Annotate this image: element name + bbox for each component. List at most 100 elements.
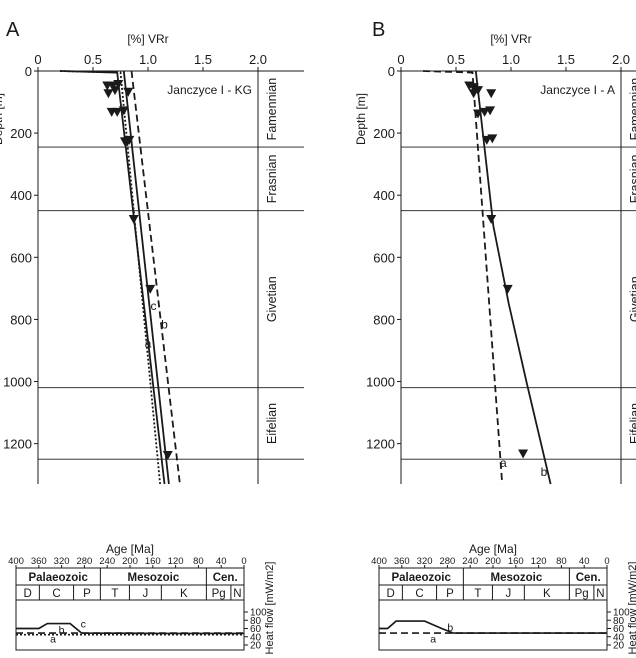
y-axis-label: Depth [m] [354,93,368,145]
x-tick-label: 2.0 [249,52,267,67]
era-label: Cen. [213,572,238,584]
burial-frame [15,567,245,651]
heat-flow-curve-label: c [81,619,86,631]
measured-vr-marker [481,135,492,145]
y-tick-label: 1000 [3,375,32,390]
age-tick-label: 320 [417,556,433,567]
x-tick-label: 0 [34,52,41,67]
age-tick-label: 400 [8,556,24,567]
period-label: N [596,588,604,600]
panel-label: B [372,19,385,41]
period-label: P [83,588,91,600]
age-tick-label: 360 [394,556,410,567]
measured-vr-marker [110,86,120,96]
age-tick-label: 120 [168,556,184,567]
age-tick-label: 200 [122,556,138,567]
heat-flow-curve [16,622,244,635]
era-label: Palaeozoic [391,572,451,584]
y-tick-label: 200 [373,126,395,141]
measured-vr-marker [502,284,513,294]
age-tick-label: 240 [462,556,478,567]
curve-label: c [151,299,157,313]
age-tick-label: 0 [241,556,246,567]
heat-flow-tick-label: 80 [613,616,625,627]
vr-curve [59,70,166,485]
measured-vr-marker [486,89,497,99]
x-tick-label: 1.0 [502,52,520,67]
age-axis-label: Age [Ma] [469,542,517,556]
measured-vr-marker [487,134,498,144]
period-label: P [446,588,454,600]
age-tick-label: 80 [193,556,204,567]
era-label: Mesozoic [127,572,179,584]
depth-plot: 0 0.5 1.0 1.5 2.0 [%] VRr 0 200 400 600 800 1000 120… [354,32,636,485]
x-tick-label: 0.5 [447,52,465,67]
age-tick-label: 40 [579,556,590,567]
measured-vr-marker [479,107,490,117]
heat-flow-tick-label: 20 [613,641,625,652]
vr-curve [474,70,552,485]
era-label: Cen. [576,572,601,584]
x-tick-label: 1.5 [194,52,212,67]
vr-curve [130,70,181,485]
age-axis-label: Age [Ma] [106,542,154,556]
period-label: N [233,588,241,600]
curve-label: b [541,465,548,479]
heat-flow-axis-label: Heat flow [mW/m2] [627,562,636,655]
measured-vr-marker [486,215,497,225]
well-name: Janczyce I - KG [167,83,252,97]
stage-label: Frasnian [265,155,279,204]
heat-flow-tick-label: 100 [250,608,267,619]
burial-frame [378,567,608,651]
y-axis-label: Depth [m] [0,93,5,145]
x-tick-label: 0.5 [84,52,102,67]
y-tick-label: 800 [373,312,395,327]
heat-flow-curve-label: a [50,633,56,645]
panel-label: A [6,19,20,41]
heat-flow-curve [379,620,607,634]
period-label: D [24,588,32,600]
x-tick-label: 1.5 [557,52,575,67]
age-tick-label: 0 [604,556,609,567]
period-label: K [543,588,551,600]
age-tick-label: 80 [556,556,567,567]
y-tick-label: 1200 [3,437,32,452]
measured-vr-marker [145,284,156,294]
y-tick-label: 600 [10,250,32,265]
heat-flow-axis-label: Heat flow [mW/m2] [264,562,276,655]
heat-flow-curve-label: a [430,633,436,645]
measured-vr-marker [473,109,483,119]
measured-vr-marker [162,451,173,461]
panel-b: B 0 0.5 1.0 1.5 2.0[%] VRr020040060080010001… [354,19,636,654]
age-tick-label: 240 [99,556,115,567]
stage-label: Eifelian [265,403,279,444]
age-tick-label: 360 [31,556,47,567]
measured-vr-marker [485,106,496,116]
era-label: Palaeozoic [28,572,88,584]
period-label: C [52,588,60,600]
age-tick-label: 280 [76,556,92,567]
curve-label: b [161,318,168,332]
era-label: Mesozoic [490,572,542,584]
period-label: J [506,588,512,600]
panel-a: A 0 0.5 1.0 1.5 2.0[%] VRr020040060080010001… [0,19,304,654]
stage-label: Givetian [628,276,636,322]
period-label: Pg [575,588,589,600]
measured-vr-marker [122,137,133,147]
measured-vr-marker [103,89,114,99]
y-tick-label: 400 [373,188,395,203]
heat-flow-tick-label: 20 [250,641,262,652]
heat-flow-tick-label: 80 [250,616,262,627]
measured-vr-marker [112,107,123,117]
age-tick-label: 120 [531,556,547,567]
heat-flow-plot: Age [Ma]400 360 320 280 240 200 160 120 80 40 0Pal… [371,542,636,654]
measured-vr-marker [473,86,483,96]
measured-vr-marker [518,449,529,459]
vr-curve [59,70,161,485]
y-tick-label: 1000 [366,375,395,390]
curve-label: a [145,336,152,350]
y-tick-label: 800 [10,312,32,327]
age-tick-label: 160 [145,556,161,567]
period-label: Pg [212,588,226,600]
